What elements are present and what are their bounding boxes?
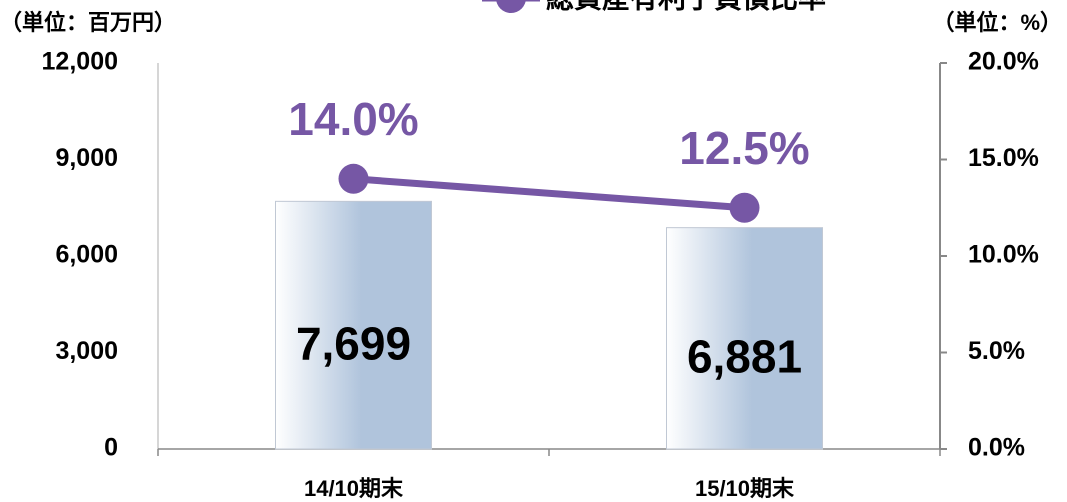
y2-tick-label: 5.0%: [968, 337, 1025, 365]
left-unit-label: （単位：百万円）: [0, 10, 176, 35]
x-tick-label: 15/10期末: [695, 476, 795, 501]
y2-tick-label: 10.0%: [968, 241, 1039, 269]
line-value-label: 14.0%: [288, 93, 418, 145]
y-tick-label: 6,000: [55, 241, 118, 269]
x-tick-label: 14/10期末: [304, 476, 404, 501]
legend-marker: [496, 0, 526, 13]
line-point: [729, 192, 760, 223]
line-point: [338, 163, 369, 194]
y-tick-label: 12,000: [42, 48, 118, 76]
y-tick-label: 0: [104, 434, 118, 462]
y-tick-label: 9,000: [55, 144, 118, 172]
bar: [666, 227, 823, 450]
right-unit-label: （単位：%）: [932, 10, 1062, 35]
bar: [275, 200, 432, 450]
line-value-label: 12.5%: [679, 122, 809, 174]
y2-tick-label: 0.0%: [968, 434, 1025, 462]
y2-tick-label: 20.0%: [968, 48, 1039, 76]
bar-value-label: 6,881: [687, 330, 802, 382]
line: [353, 175, 745, 212]
legend-label: 総資産有利子負債比率: [546, 0, 826, 13]
y2-tick-label: 15.0%: [968, 144, 1039, 172]
bar-value-label: 7,699: [296, 317, 411, 369]
y-tick-label: 3,000: [55, 337, 118, 365]
